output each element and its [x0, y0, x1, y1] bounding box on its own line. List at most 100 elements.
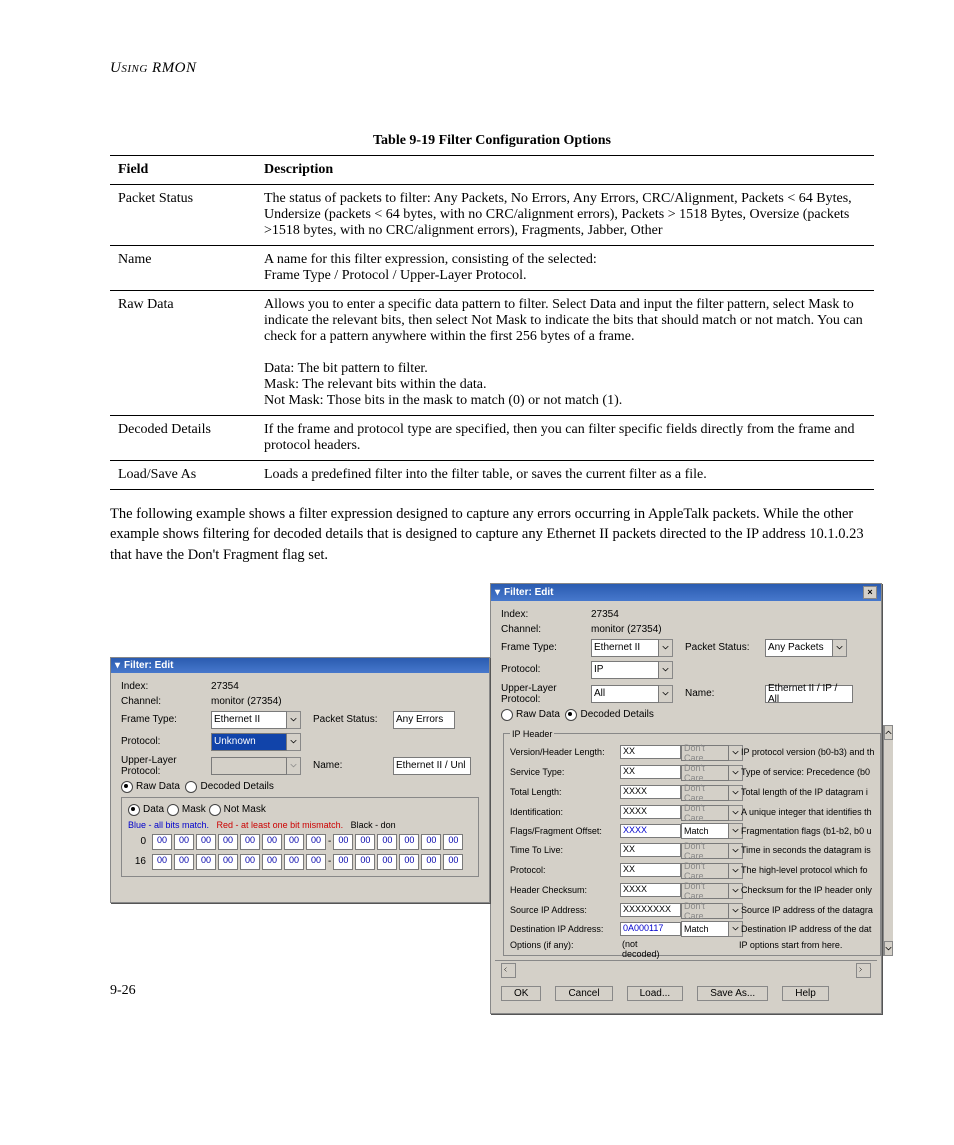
hex-cell[interactable]: 00: [306, 834, 326, 850]
mask-radio[interactable]: [167, 804, 179, 816]
data-radio[interactable]: [128, 804, 140, 816]
raw-data-radio[interactable]: [501, 709, 513, 721]
hex-cell[interactable]: 00: [284, 854, 304, 870]
header-field-label: Protocol:: [510, 865, 620, 875]
index-value: 27354: [591, 609, 619, 620]
mask-label: Mask: [182, 804, 206, 815]
table-cell-desc: A name for this filter expression, consi…: [256, 246, 874, 291]
hex-cell[interactable]: 00: [399, 834, 419, 850]
hex-cell[interactable]: 00: [218, 834, 238, 850]
header-field-label: Header Checksum:: [510, 885, 620, 895]
frame-type-dropdown[interactable]: Ethernet II: [591, 639, 673, 657]
name-label: Name:: [313, 760, 393, 771]
header-field-value[interactable]: 0A000117: [620, 922, 681, 936]
hex-cell[interactable]: 00: [262, 854, 282, 870]
upper-protocol-label: Upper-Layer Protocol:: [121, 755, 211, 777]
hex-cell[interactable]: 00: [152, 854, 172, 870]
packet-status-dropdown[interactable]: Any Errors: [393, 711, 455, 729]
hex-cell[interactable]: 00: [218, 854, 238, 870]
match-dropdown: Don't Care: [681, 843, 743, 859]
hex-cell[interactable]: 00: [262, 834, 282, 850]
ok-button[interactable]: OK: [501, 986, 541, 1001]
packet-status-dropdown[interactable]: Any Packets: [765, 639, 847, 657]
legend-blue: Blue - all bits match.: [128, 820, 209, 830]
header-field-desc: Time in seconds the datagram is: [741, 845, 874, 855]
header-field-desc: IP protocol version (b0-b3) and th: [741, 747, 874, 757]
header-field-value[interactable]: (not decoded): [620, 939, 679, 951]
header-field-value[interactable]: XXXX: [620, 805, 681, 819]
raw-data-radio[interactable]: [121, 781, 133, 793]
group-legend: IP Header: [510, 729, 554, 739]
legend-red: Red - at least one bit mismatch.: [217, 820, 344, 830]
hex-cell[interactable]: 00: [196, 834, 216, 850]
window-title: Filter: Edit: [504, 587, 553, 598]
decoded-radio[interactable]: [185, 781, 197, 793]
channel-value: monitor (27354): [211, 696, 282, 707]
header-field-label: Total Length:: [510, 787, 620, 797]
header-field-label: Time To Live:: [510, 845, 620, 855]
load-button[interactable]: Load...: [627, 986, 684, 1001]
upper-protocol-dropdown: [211, 757, 301, 775]
hex-cell[interactable]: 00: [306, 854, 326, 870]
hex-cell[interactable]: 00: [355, 854, 375, 870]
header-field-value[interactable]: XX: [620, 745, 681, 759]
header-field-desc: Checksum for the IP header only: [741, 885, 874, 895]
titlebar[interactable]: ▾ Filter: Edit ×: [491, 584, 881, 601]
header-field-value[interactable]: XX: [620, 863, 681, 877]
name-input[interactable]: Ethernet II / IP / All: [765, 685, 853, 703]
header-field-label: Version/Header Length:: [510, 747, 620, 757]
name-input[interactable]: Ethernet II / Unl: [393, 757, 471, 775]
cancel-button[interactable]: Cancel: [555, 986, 612, 1001]
header-field-value[interactable]: XXXX: [620, 824, 681, 838]
titlebar[interactable]: ▾ Filter: Edit: [111, 658, 489, 673]
decoded-radio[interactable]: [565, 709, 577, 721]
frame-type-dropdown[interactable]: Ethernet II: [211, 711, 301, 729]
help-button[interactable]: Help: [782, 986, 829, 1001]
hex-cell[interactable]: 00: [152, 834, 172, 850]
raw-data-label: Raw Data: [516, 709, 560, 720]
match-dropdown[interactable]: Match: [681, 921, 743, 937]
upper-protocol-dropdown[interactable]: All: [591, 685, 673, 703]
hex-cell[interactable]: 00: [333, 834, 353, 850]
raw-data-label: Raw Data: [136, 781, 180, 792]
header-field-value[interactable]: XX: [620, 765, 681, 779]
header-field-value[interactable]: XXXX: [620, 785, 681, 799]
header-field-desc: IP options start from here.: [739, 940, 874, 950]
hex-cell[interactable]: 00: [421, 854, 441, 870]
header-field-desc: Destination IP address of the dat: [741, 924, 874, 934]
hex-cell[interactable]: 00: [196, 854, 216, 870]
protocol-dropdown[interactable]: Unknown: [211, 733, 301, 751]
hex-cell[interactable]: 00: [355, 834, 375, 850]
match-dropdown: Don't Care: [681, 903, 743, 919]
hex-cell[interactable]: 00: [399, 854, 419, 870]
hex-cell[interactable]: 00: [174, 854, 194, 870]
hex-cell[interactable]: 00: [333, 854, 353, 870]
protocol-label: Protocol:: [121, 736, 211, 747]
hex-cell[interactable]: 00: [240, 834, 260, 850]
page-header: Using RMON: [110, 60, 874, 77]
scrollbar[interactable]: [883, 725, 893, 956]
hex-cell[interactable]: 00: [443, 854, 463, 870]
save-as-button[interactable]: Save As...: [697, 986, 768, 1001]
hex-cell[interactable]: 00: [240, 854, 260, 870]
hex-cell[interactable]: 00: [443, 834, 463, 850]
notmask-radio[interactable]: [209, 804, 221, 816]
hex-cell[interactable]: 00: [174, 834, 194, 850]
index-label: Index:: [501, 609, 591, 620]
match-dropdown: Don't Care: [681, 745, 743, 761]
hex-cell[interactable]: 00: [377, 854, 397, 870]
hex-cell[interactable]: 00: [421, 834, 441, 850]
hex-cell[interactable]: 00: [377, 834, 397, 850]
header-field-label: Identification:: [510, 807, 620, 817]
header-field-value[interactable]: XXXX: [620, 883, 681, 897]
header-field-label: Destination IP Address:: [510, 924, 620, 934]
header-field-desc: Type of service: Precedence (b0: [741, 767, 874, 777]
header-field-value[interactable]: XX: [620, 843, 681, 857]
table-cell-desc: Loads a predefined filter into the filte…: [256, 461, 874, 490]
hex-cell[interactable]: 00: [284, 834, 304, 850]
protocol-dropdown[interactable]: IP: [591, 661, 673, 679]
match-dropdown[interactable]: Match: [681, 823, 743, 839]
header-field-value[interactable]: XXXXXXXX: [620, 903, 681, 917]
close-icon[interactable]: ×: [863, 586, 877, 599]
frame-type-label: Frame Type:: [121, 714, 211, 725]
